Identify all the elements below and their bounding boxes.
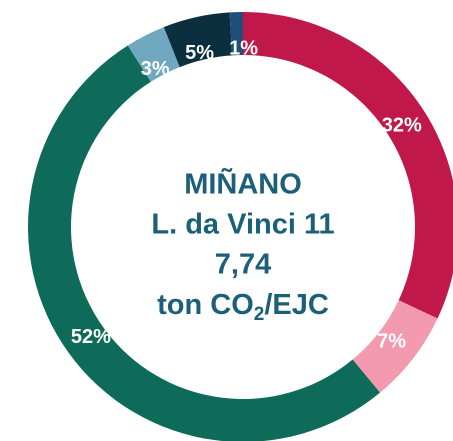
slices: [28, 12, 453, 441]
slice: [352, 300, 438, 393]
slice-label: 1%: [229, 37, 258, 59]
slice: [28, 45, 381, 441]
slice: [127, 27, 180, 82]
subscript: 2: [254, 304, 265, 325]
slice: [243, 12, 453, 319]
center-text: /EJC: [264, 289, 329, 321]
slice: [229, 12, 243, 56]
center-line: L. da Vinci 11: [151, 209, 334, 241]
slice-label: 52%: [71, 326, 111, 348]
center-line: MIÑANO: [184, 167, 302, 201]
slice-label: 7%: [377, 331, 406, 353]
center-line: ton CO2/EJC: [157, 289, 329, 325]
slice: [163, 12, 233, 68]
slice-label: 3%: [141, 58, 170, 80]
center-text: ton CO: [157, 289, 254, 321]
center-line: 7,74: [215, 249, 271, 281]
slice-label: 5%: [185, 42, 214, 64]
slice-label: 32%: [382, 115, 422, 137]
